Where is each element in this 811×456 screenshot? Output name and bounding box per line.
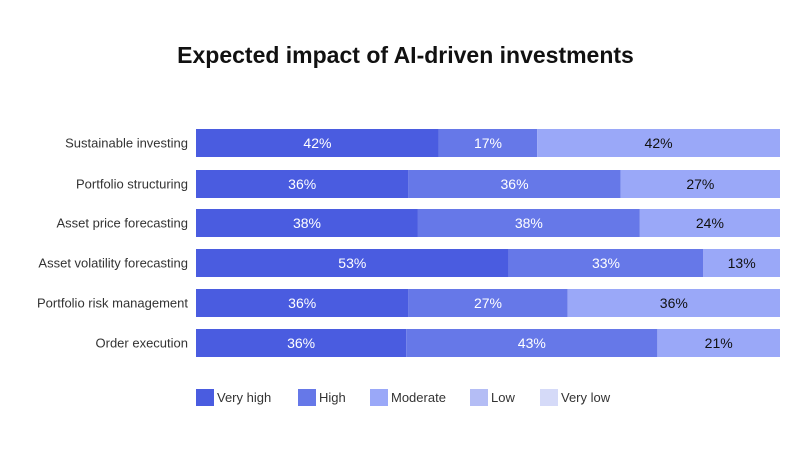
data-label: 21% [705, 335, 733, 351]
legend-item: High [298, 389, 370, 406]
legend-item: Moderate [370, 389, 470, 406]
bar-segment [196, 289, 409, 317]
data-label: 42% [645, 135, 673, 151]
legend-swatch [540, 389, 558, 406]
bar-segment [408, 170, 621, 198]
bar-segment [196, 170, 409, 198]
legend-label: Low [491, 390, 515, 405]
legend: Very high High Moderate Low Very low [196, 389, 620, 406]
data-label: 33% [592, 255, 620, 271]
legend-swatch [196, 389, 214, 406]
category-label: Asset price forecasting [56, 216, 188, 231]
bar-segment [703, 249, 780, 277]
bar-segment [567, 289, 780, 317]
data-label: 36% [288, 176, 316, 192]
bar-segment [196, 129, 439, 157]
bar-segment [438, 129, 538, 157]
bar-segment [408, 289, 568, 317]
bar-segment [406, 329, 658, 357]
data-label: 27% [686, 176, 714, 192]
data-label: 36% [660, 295, 688, 311]
data-label: 43% [518, 335, 546, 351]
bar-segment [196, 249, 509, 277]
bar-segment [508, 249, 704, 277]
category-label: Portfolio risk management [37, 296, 188, 311]
bar-segment [196, 329, 407, 357]
bar-segment [657, 329, 780, 357]
data-label: 42% [303, 135, 331, 151]
category-label: Order execution [96, 336, 189, 351]
category-label: Portfolio structuring [76, 177, 188, 192]
bar-segment [196, 209, 418, 237]
chart-title: Expected impact of AI-driven investments [177, 42, 634, 68]
data-label: 36% [287, 335, 315, 351]
data-label: 24% [696, 215, 724, 231]
data-label: 36% [501, 176, 529, 192]
data-label: 38% [293, 215, 321, 231]
data-label: 53% [338, 255, 366, 271]
legend-label: Very low [561, 390, 611, 405]
category-label: Sustainable investing [65, 136, 188, 151]
bar-segment [537, 129, 780, 157]
legend-item: Low [470, 389, 540, 406]
legend-swatch [470, 389, 488, 406]
legend-label: Moderate [391, 390, 446, 405]
legend-item: Very low [540, 389, 620, 406]
category-label: Asset volatility forecasting [38, 256, 188, 271]
data-label: 27% [474, 295, 502, 311]
data-label: 36% [288, 295, 316, 311]
bar-segment [639, 209, 780, 237]
legend-item: Very high [196, 389, 298, 406]
bar-segment [417, 209, 640, 237]
legend-swatch [370, 389, 388, 406]
legend-swatch [298, 389, 316, 406]
legend-label: Very high [217, 390, 272, 405]
data-label: 38% [515, 215, 543, 231]
data-label: 13% [728, 255, 756, 271]
bar-segment [620, 170, 780, 198]
data-label: 17% [474, 135, 502, 151]
legend-label: High [319, 390, 346, 405]
